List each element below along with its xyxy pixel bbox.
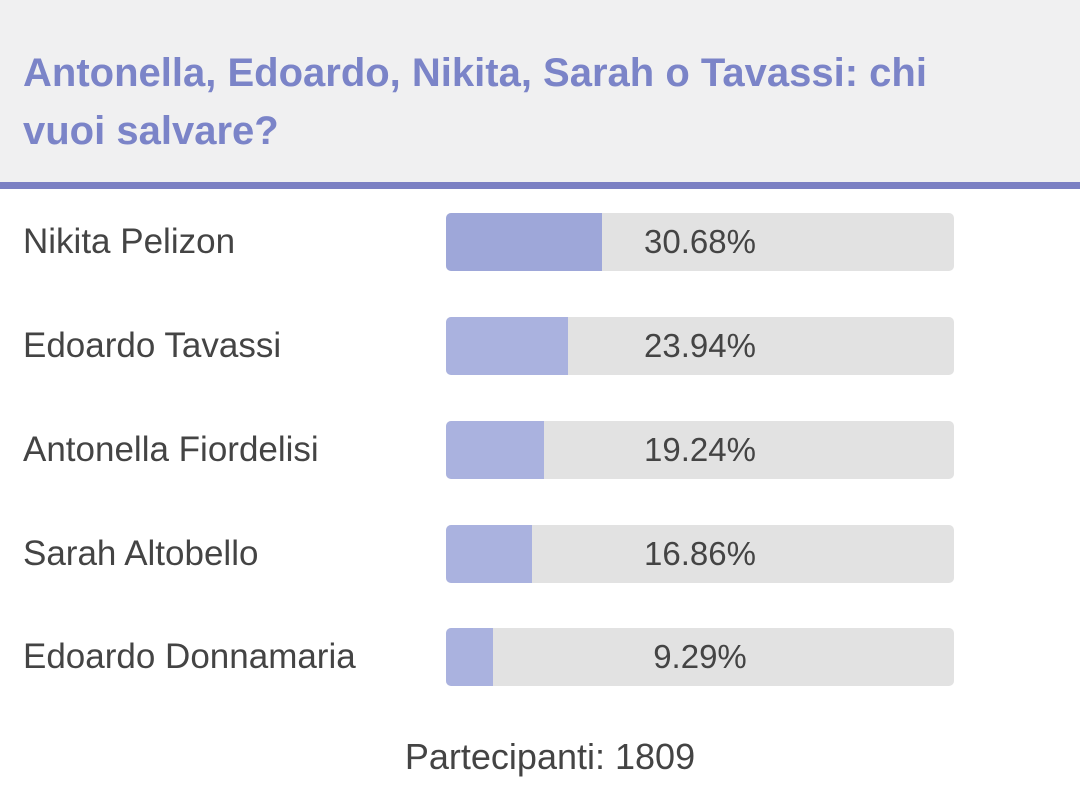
result-bar-fill: [446, 421, 544, 479]
result-percent: 23.94%: [644, 327, 756, 364]
option-label: Nikita Pelizon: [23, 222, 236, 261]
option-label: Sarah Altobello: [23, 534, 259, 573]
header-divider: [0, 182, 1080, 189]
result-bar-fill: [446, 628, 493, 686]
poll-option-sarah-altobello[interactable]: Sarah Altobello 16.86%: [0, 525, 1080, 583]
result-bar-track: 16.86%: [446, 525, 954, 583]
result-bar-track: 19.24%: [446, 421, 954, 479]
result-bar-fill: [446, 213, 602, 271]
result-bar-track: 9.29%: [446, 628, 954, 686]
option-label: Edoardo Donnamaria: [23, 637, 356, 676]
poll-header: Antonella, Edoardo, Nikita, Sarah o Tava…: [0, 0, 1080, 182]
option-label: Edoardo Tavassi: [23, 326, 282, 365]
poll-option-edoardo-donnamaria[interactable]: Edoardo Donnamaria 9.29%: [0, 628, 1080, 686]
result-bar-fill: [446, 525, 532, 583]
poll-option-edoardo-tavassi[interactable]: Edoardo Tavassi 23.94%: [0, 317, 1080, 375]
result-percent: 30.68%: [644, 223, 756, 260]
result-bar-track: 30.68%: [446, 213, 954, 271]
result-percent: 16.86%: [644, 535, 756, 572]
poll-option-nikita-pelizon[interactable]: Nikita Pelizon 30.68%: [0, 213, 1080, 271]
poll-option-antonella-fiordelisi[interactable]: Antonella Fiordelisi 19.24%: [0, 421, 1080, 479]
result-percent: 9.29%: [653, 638, 747, 675]
result-bar-track: 23.94%: [446, 317, 954, 375]
result-bar-fill: [446, 317, 568, 375]
poll-question: Antonella, Edoardo, Nikita, Sarah o Tava…: [23, 51, 927, 153]
option-label: Antonella Fiordelisi: [23, 430, 319, 469]
participants-count: Partecipanti: 1809: [404, 736, 696, 777]
result-percent: 19.24%: [644, 431, 756, 468]
